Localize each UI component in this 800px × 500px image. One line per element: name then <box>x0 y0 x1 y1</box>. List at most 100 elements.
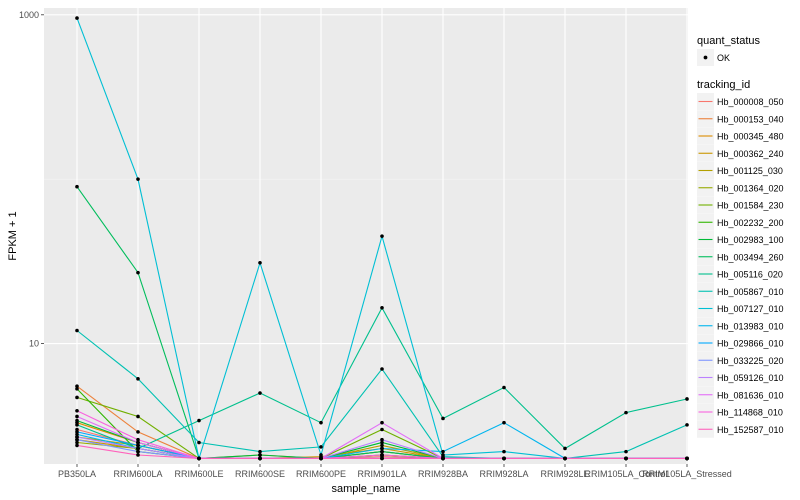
legend-label: Hb_000153_040 <box>717 114 784 124</box>
x-tick-label: RRIM928LE <box>540 469 589 479</box>
legend-tracking-id-title: tracking_id <box>697 79 750 91</box>
legend-label: Hb_005867_010 <box>717 287 784 297</box>
x-tick-label: RRIM105LA_Stressed <box>642 469 732 479</box>
data-point <box>441 456 445 461</box>
data-point <box>380 440 384 445</box>
legend-label: Hb_152587_010 <box>717 425 784 435</box>
data-point <box>136 270 140 275</box>
data-point <box>75 408 79 413</box>
panel-background <box>44 8 688 464</box>
data-point <box>75 437 79 442</box>
data-points <box>75 16 689 461</box>
data-point <box>380 305 384 310</box>
data-point <box>502 449 506 454</box>
x-tick-label: RRIM105LA_Control <box>584 469 667 479</box>
data-point <box>502 456 506 461</box>
data-point <box>136 449 140 454</box>
data-point <box>136 453 140 457</box>
data-point <box>441 449 445 454</box>
data-point <box>197 456 201 461</box>
x-axis: PB350LA RRIM600LA RRIM600LE RRIM600SE RRIM60… <box>58 464 732 479</box>
legend-label: Hb_000345_480 <box>717 132 784 142</box>
legend-label: Hb_114868_010 <box>717 408 783 418</box>
y-tick-label: 1000 <box>19 10 39 20</box>
legend-label: Hb_059126_010 <box>717 373 784 383</box>
data-point <box>136 446 140 451</box>
data-point <box>75 387 79 391</box>
data-point <box>136 440 140 445</box>
data-point <box>319 445 323 449</box>
legend-label: Hb_000008_050 <box>717 97 784 107</box>
legend-label: Hb_002232_200 <box>717 218 784 228</box>
data-point <box>380 443 384 448</box>
data-point <box>75 384 79 389</box>
data-point <box>136 443 140 448</box>
data-point <box>197 440 201 445</box>
data-point <box>441 416 445 421</box>
data-point <box>75 423 79 427</box>
x-tick-label: RRIM901LA <box>357 469 406 479</box>
legend-quant-status-title: quant_status <box>697 35 760 47</box>
legend-label: Hb_033225_020 <box>717 356 784 366</box>
data-point <box>380 420 384 425</box>
data-point <box>75 395 79 400</box>
legend-label: Hb_002983_100 <box>717 235 784 245</box>
legend-label: Hb_013983_010 <box>717 321 784 331</box>
data-point <box>136 377 140 381</box>
plot-panel <box>44 8 688 464</box>
data-point <box>685 397 689 401</box>
legend-label: Hb_081636_010 <box>717 390 784 400</box>
data-point <box>136 177 140 181</box>
data-point <box>136 414 140 419</box>
data-point <box>685 456 689 461</box>
legend-label: OK <box>717 53 730 63</box>
data-point <box>624 410 628 415</box>
x-tick-label: RRIM600LA <box>113 469 162 479</box>
data-point <box>380 456 384 461</box>
data-point <box>624 449 628 454</box>
y-axis: 10 1000 <box>19 10 44 349</box>
data-point <box>380 437 384 442</box>
data-point <box>75 432 79 437</box>
data-point <box>75 328 79 333</box>
data-point <box>563 456 567 461</box>
legend-label: Hb_000362_240 <box>717 149 784 159</box>
data-point <box>380 453 384 457</box>
data-point <box>319 456 323 461</box>
data-point <box>380 446 384 451</box>
data-point <box>380 367 384 371</box>
data-point <box>75 430 79 434</box>
data-point <box>624 456 628 461</box>
x-tick-label: RRIM928BA <box>418 469 468 479</box>
data-point <box>319 453 323 457</box>
data-point <box>380 427 384 432</box>
data-point <box>502 420 506 425</box>
data-point <box>75 16 79 20</box>
legend-label: Hb_005116_020 <box>717 270 783 280</box>
data-point <box>258 456 262 461</box>
y-axis-title: FPKM + 1 <box>7 211 19 260</box>
legend-label: Hb_003494_260 <box>717 252 784 262</box>
data-point <box>380 449 384 454</box>
data-point <box>75 440 79 445</box>
x-tick-label: RRIM600PE <box>296 469 346 479</box>
y-tick-label: 10 <box>29 339 39 349</box>
legend-label: Hb_001584_230 <box>717 201 784 211</box>
legend-label: Hb_029866_010 <box>717 339 784 349</box>
data-point <box>685 423 689 427</box>
legend-label: Hb_001364_020 <box>717 183 784 193</box>
data-point <box>380 234 384 238</box>
data-point <box>441 453 445 457</box>
data-point <box>258 260 262 265</box>
data-point <box>75 443 79 448</box>
x-tick-label: PB350LA <box>58 469 96 479</box>
data-point <box>75 435 79 439</box>
data-point <box>563 446 567 451</box>
data-point <box>258 391 262 395</box>
x-axis-title: sample_name <box>331 483 400 495</box>
data-point <box>258 453 262 457</box>
legend-key-point <box>703 55 708 60</box>
legend-label: Hb_007127_010 <box>717 304 784 314</box>
data-point <box>136 437 140 442</box>
